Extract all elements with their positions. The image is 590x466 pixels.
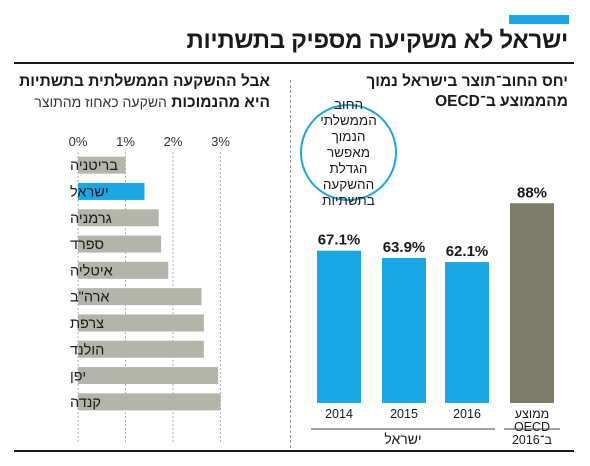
callout-text: החוב הממשלתי הנמוך מאפשר הגדלת ההשקעה בת… — [320, 96, 377, 208]
bar — [78, 288, 202, 306]
bar — [382, 257, 426, 403]
right-panel-title: יחס החוב־תוצר בישראל נמוך מהממוצע ב־OECD — [366, 72, 568, 112]
bar — [317, 250, 361, 403]
category-label: צרפת — [70, 316, 104, 332]
right-panel-title-line2: מהממוצע ב־OECD — [435, 93, 568, 110]
bar — [78, 314, 204, 332]
left-panel-title-line1: אבל ההשקעה הממשלתית בתשתיות — [19, 73, 270, 90]
x-tick-label: 1% — [116, 134, 135, 149]
bottom-rule — [14, 450, 574, 452]
bar — [78, 209, 159, 227]
bar — [78, 340, 204, 358]
bar — [78, 156, 126, 174]
value-label: 62.1% — [446, 243, 489, 260]
left-panel-title-line2: היא מהנמוכות — [171, 94, 270, 111]
bar — [78, 182, 145, 200]
category-label: ב־2016 — [512, 433, 553, 447]
debt-callout-bubble: החוב הממשלתי הנמוך מאפשר הגדלת ההשקעה בת… — [300, 97, 397, 208]
group-label: ישראל — [384, 431, 421, 447]
bar — [78, 393, 221, 411]
category-label: קנדה — [70, 395, 101, 411]
infrastructure-investment-chart: 0% 1% 2% 3% בריטניה ישראל גרמניה ספרד איטליה ארה"… — [69, 134, 230, 442]
debt-to-gdp-chart: 67.1% 2014 63.9% 2015 62.1% 2016 88% ממוצעOECDב… — [311, 185, 560, 447]
category-label: OECD — [514, 420, 550, 434]
category-label: ישראל — [70, 183, 109, 200]
x-tick-label: 0% — [69, 134, 88, 149]
category-label: גרמניה — [70, 211, 112, 227]
category-label: 2014 — [325, 407, 353, 421]
category-label: 2015 — [390, 407, 418, 421]
category-label: ממוצע — [515, 407, 550, 421]
x-tick-label: 2% — [164, 134, 183, 149]
bar — [78, 235, 162, 253]
page-title: ישראל לא משקיעה מספיק בתשתיות — [186, 27, 569, 54]
value-label: 88% — [517, 185, 547, 201]
category-label: יפן — [70, 369, 86, 385]
category-label: ספרד — [70, 237, 104, 253]
category-label: ארה"ב — [70, 290, 109, 306]
category-label: בריטניה — [70, 158, 118, 174]
value-label: 63.9% — [383, 239, 426, 256]
right-panel-title-line1: יחס החוב־תוצר בישראל נמוך — [366, 73, 568, 90]
left-panel-title: אבל ההשקעה הממשלתית בתשתיות היא מהנמוכות… — [19, 72, 270, 113]
left-panel-subtitle: השקעה כאחוז מהתוצר — [34, 94, 167, 110]
bar — [78, 367, 219, 385]
category-label: איטליה — [70, 262, 113, 279]
bar — [510, 203, 554, 403]
category-label: 2016 — [453, 407, 481, 421]
bar — [78, 261, 169, 279]
value-label: 67.1% — [318, 232, 361, 249]
x-tick-label: 3% — [211, 134, 230, 149]
category-label: הולנד — [70, 341, 104, 358]
title-accent-bar — [509, 15, 569, 24]
bar — [445, 262, 489, 403]
panel-divider — [290, 80, 291, 448]
title-rule — [14, 62, 574, 64]
